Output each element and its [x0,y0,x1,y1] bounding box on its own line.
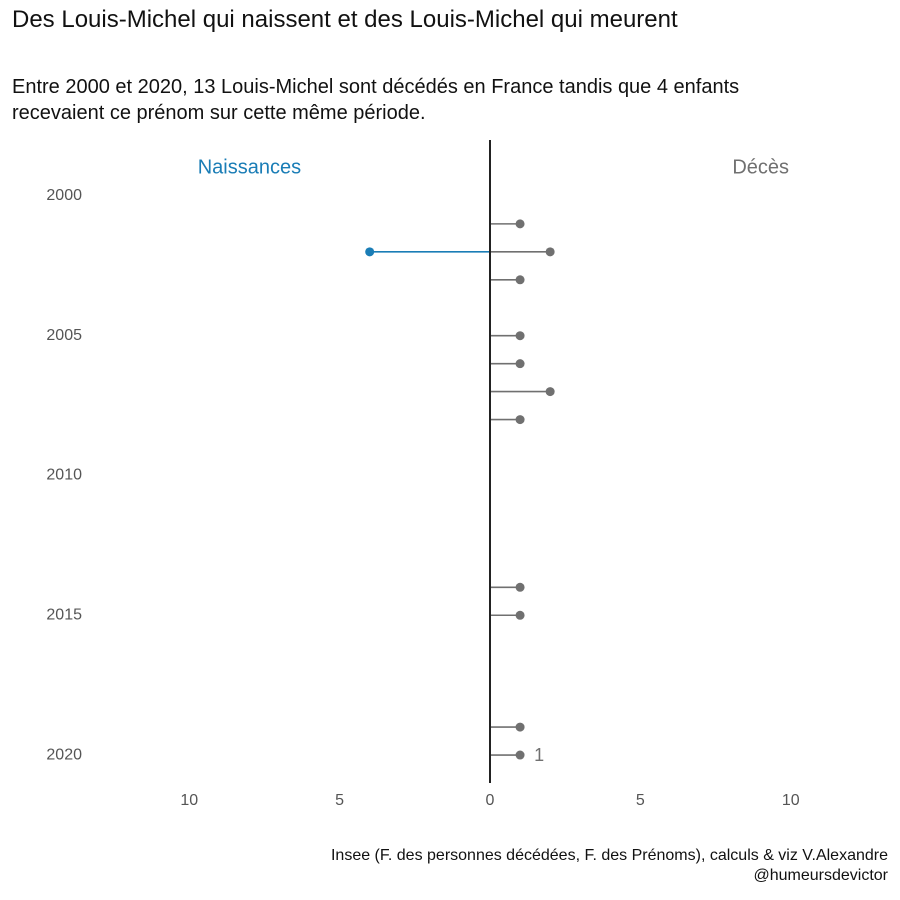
x-tick-label: 5 [636,792,645,809]
legend-entry: Naissances [198,156,301,178]
y-tick-label: 2015 [46,606,82,623]
x-tick-label: 0 [486,792,495,809]
y-tick-label: 2010 [46,467,82,484]
chart-subtitle: Entre 2000 et 2020, 13 Louis-Michel sont… [12,76,740,124]
dot [515,415,525,425]
dot [515,750,525,760]
dot [515,331,525,341]
chart: 2000 2005 2010 2015 2020 10 5 0 5 10 Naissances Déc… [46,140,800,809]
legend-entry: Décès [732,156,789,178]
dot [515,722,525,732]
y-tick-label: 2000 [46,187,82,204]
y-tick-label: 2005 [46,327,82,344]
x-tick-label: 10 [782,792,800,809]
chart-title: Des Louis-Michel qui naissent et des Lou… [12,6,678,33]
dot [545,247,555,257]
dot [515,610,525,620]
data-label: 1 [534,745,544,765]
dot [545,387,555,397]
x-tick-label: 5 [335,792,344,809]
caption: Insee (F. des personnes décédées, F. des… [330,847,888,884]
dot [365,247,375,257]
dot [515,219,525,229]
y-tick-label: 2020 [46,746,82,763]
dot [515,275,525,285]
dot [515,582,525,592]
x-tick-label: 10 [180,792,198,809]
dot [515,359,525,369]
